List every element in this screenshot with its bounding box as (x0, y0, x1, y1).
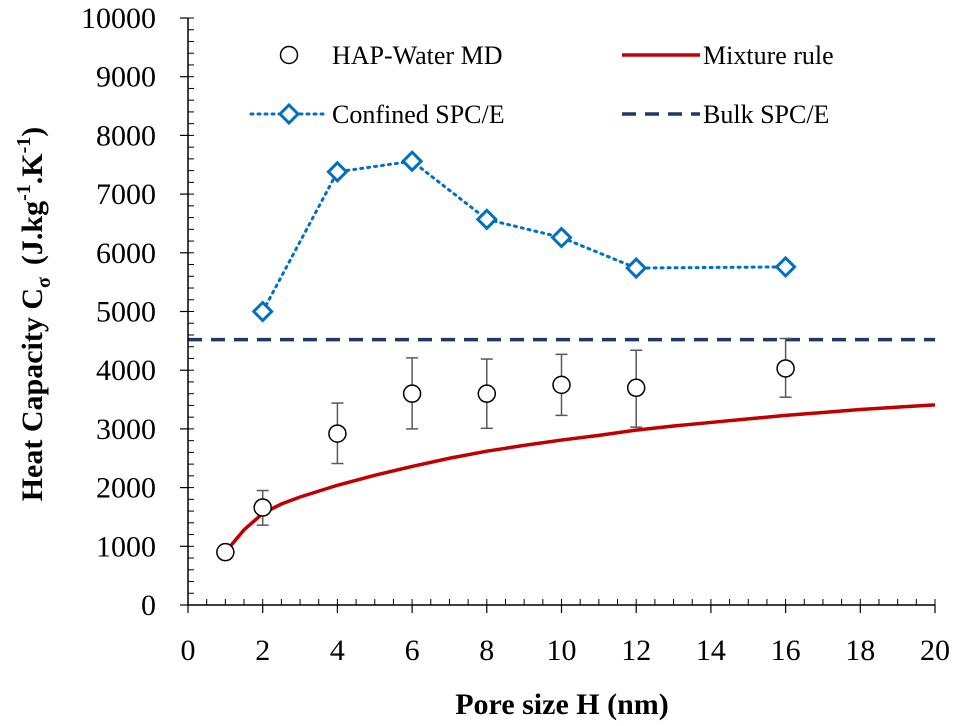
x-tick-label: 10 (547, 634, 577, 667)
x-tick-label: 6 (405, 634, 420, 667)
plot-area (188, 150, 936, 562)
y-axis-title-prefix: Heat Capacity C (16, 288, 49, 501)
hap-water-point (402, 384, 422, 403)
y-tick-label: 1000 (96, 530, 156, 563)
legend-label-hap-water: HAP-Water MD (332, 41, 503, 70)
confined-spce-point (625, 256, 648, 280)
x-tick-label: 12 (621, 634, 651, 667)
y-axis-title-subscript: σ (33, 277, 55, 288)
y-tick-label: 8000 (96, 119, 156, 152)
confined-spce-point (475, 208, 498, 231)
x-tick-label: 20 (920, 634, 950, 667)
x-tick-label: 16 (771, 634, 801, 667)
mixture-rule-line (224, 403, 936, 554)
y-tick-label: 5000 (96, 296, 156, 329)
legend-marker-hap-water (279, 45, 299, 65)
x-tick-label: 0 (181, 634, 196, 667)
confined-spce-point (251, 300, 274, 323)
y-axis-title-exp1: -1 (13, 184, 35, 201)
legend-label-mixture-rule: Mixture rule (703, 41, 834, 70)
y-tick-label: 2000 (96, 472, 156, 505)
hap-water-point (328, 424, 347, 443)
y-axis-title-units-close: ) (16, 127, 49, 137)
y-tick-label: 7000 (96, 178, 156, 211)
y-axis-title-units-open: (J.kg (16, 201, 49, 265)
x-axis-title: Pore size H (nm) (455, 688, 669, 721)
x-tick-label: 14 (696, 634, 726, 667)
confined-spce-line (261, 159, 788, 313)
tick-labels: 0 2 4 6 8 10 12 14 16 18 20 0 1000 2000 3000 4000 5000 60… (81, 2, 950, 667)
x-tick-label: 4 (330, 634, 345, 667)
confined-spce-point (550, 226, 573, 249)
y-tick-label: 0 (141, 589, 156, 622)
hap-water-point (552, 375, 571, 395)
y-tick-label: 3000 (96, 413, 156, 446)
y-axis-title-exp2: -1 (13, 137, 35, 154)
confined-spce-point (400, 150, 424, 173)
hap-water-point (477, 384, 497, 403)
y-tick-label: 9000 (96, 61, 156, 94)
legend-marker-confined-spce (277, 102, 301, 126)
x-tick-label: 18 (845, 634, 875, 667)
hap-water-point (776, 359, 795, 378)
axes (180, 17, 936, 613)
legend: HAP-Water MD Mixture rule Confined SPC/E Bu… (249, 41, 834, 129)
y-tick-label: 10000 (81, 2, 156, 35)
y-tick-label: 4000 (96, 354, 156, 387)
legend-label-bulk-spce: Bulk SPC/E (703, 100, 829, 129)
x-tick-label: 2 (255, 634, 270, 667)
x-tick-label: 8 (479, 634, 494, 667)
hap-water-point (253, 498, 272, 517)
confined-spce-point (326, 160, 349, 183)
hap-water-point (626, 378, 646, 398)
hap-water-point (216, 542, 235, 562)
confined-spce-point (774, 255, 797, 279)
y-axis-title: Heat Capacity Cσ(J.kg-1.K-1) (13, 127, 55, 502)
y-tick-label: 6000 (96, 237, 156, 270)
y-axis-title-units-mid: .K (16, 153, 49, 185)
legend-label-confined-spce: Confined SPC/E (332, 100, 505, 129)
